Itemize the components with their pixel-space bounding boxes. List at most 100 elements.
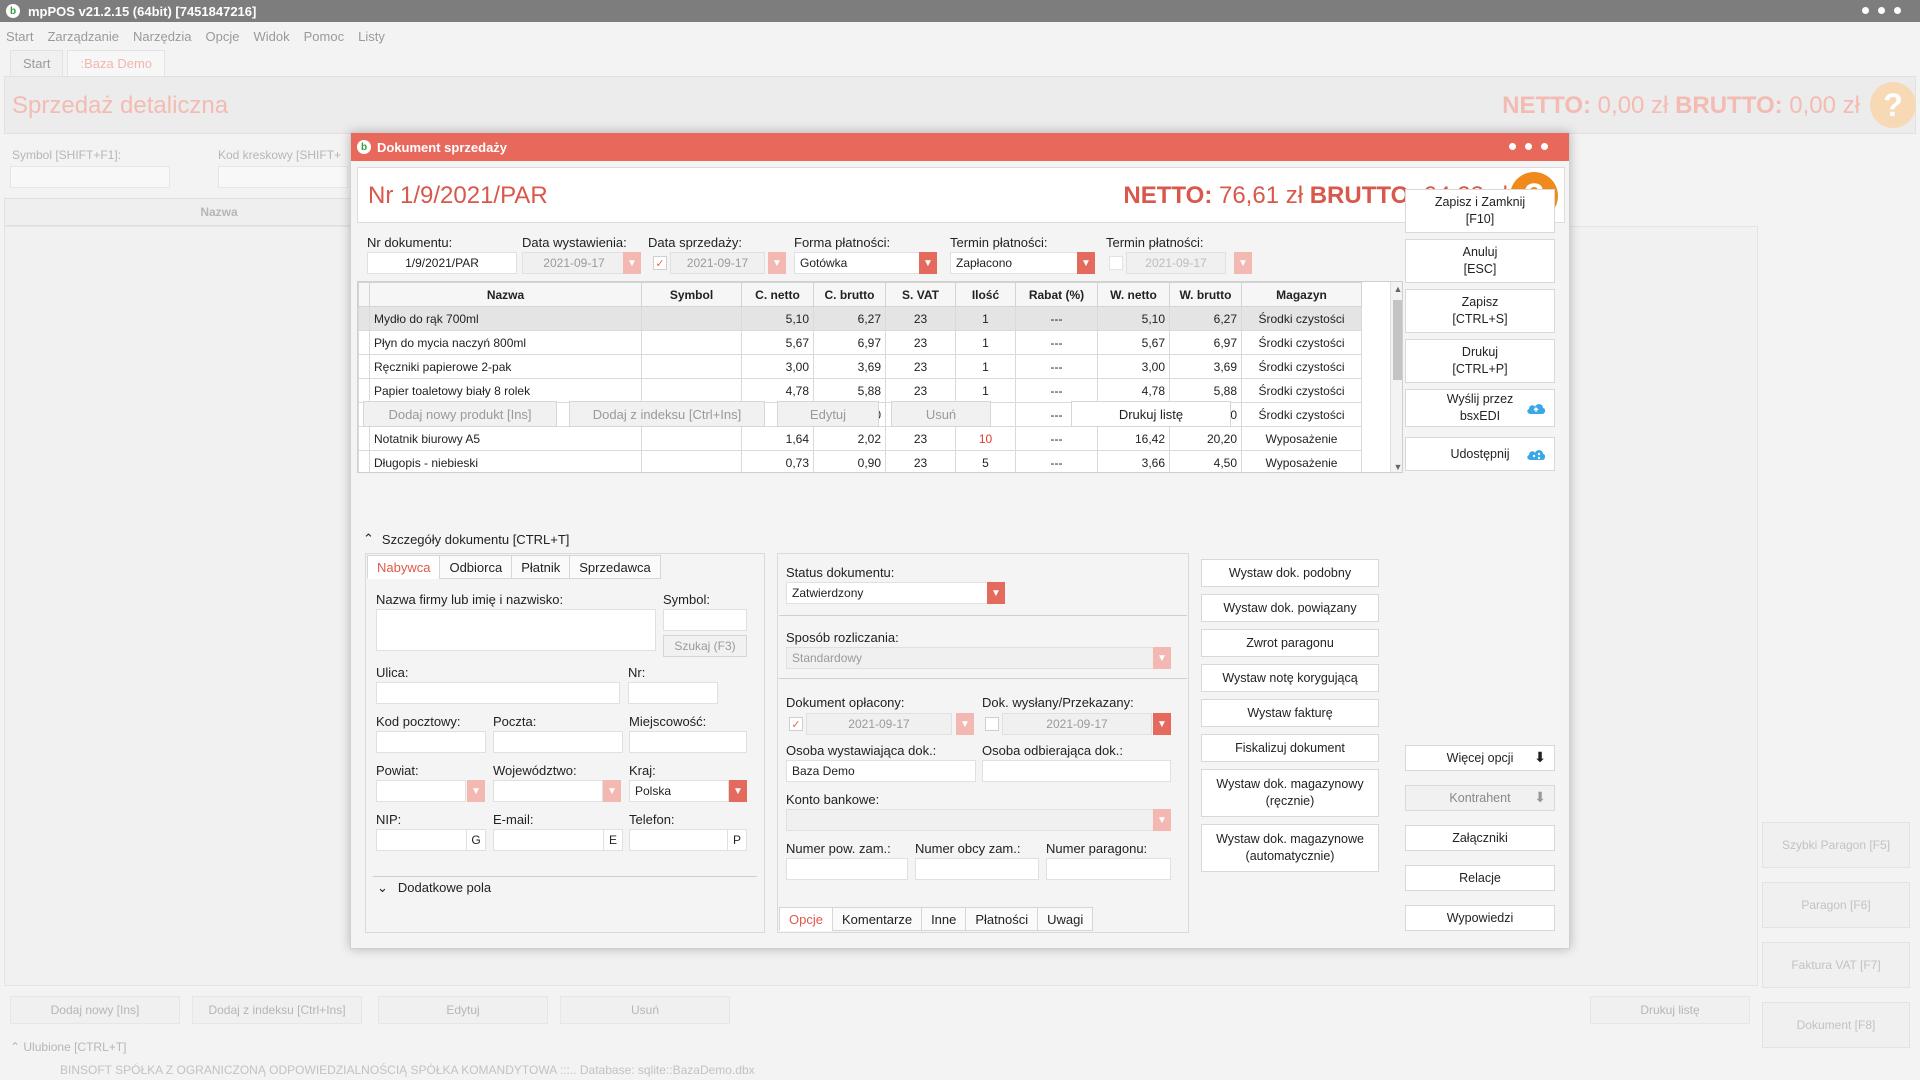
table-cell[interactable]: 0,73 [741,450,814,472]
table-cell[interactable]: Wyposażenie [1241,450,1362,472]
table-cell[interactable] [641,354,742,379]
print-button[interactable]: Drukuj [CTRL+P] [1405,339,1555,383]
table-row[interactable]: Długopis - niebieski 0,73 0,90 23 5 --- 3,66 4,… [358,450,1362,472]
details-section-toggle[interactable]: ⌃ Szczegóły dokumentu [CTRL+T] [363,531,569,547]
county-select[interactable] [376,780,466,802]
main-help-icon[interactable]: ? [1870,82,1916,128]
main-add-new-button[interactable]: Dodaj nowy [Ins] [10,996,180,1024]
table-cell[interactable]: Notatnik biurowy A5 [369,426,642,451]
issue-date-dropdown-icon[interactable]: ▼ [623,252,641,274]
table-cell[interactable]: 6,97 [1169,330,1242,355]
issue-invoice-button[interactable]: Wystaw fakturę [1201,699,1379,727]
postal-code-input[interactable] [376,731,486,753]
city-input[interactable] [629,731,747,753]
cancel-button[interactable]: Anuluj [ESC] [1405,239,1555,283]
table-cell[interactable]: 5,67 [1097,330,1170,355]
save-button[interactable]: Zapisz [CTRL+S] [1405,289,1555,333]
table-cell[interactable]: 23 [885,450,956,472]
table-cell[interactable]: 23 [885,306,956,331]
table-cell[interactable]: Mydło do rąk 700ml [369,306,642,331]
table-cell[interactable]: 5,88 [813,378,886,403]
order-number-input[interactable] [786,858,908,880]
sale-date-input[interactable]: 2021-09-17 [670,252,765,274]
table-cell[interactable]: Długopis - niebieski [369,450,642,472]
table-cell[interactable]: 16,42 [1097,426,1170,451]
tab-start[interactable]: Start [10,50,64,77]
table-cell[interactable] [641,378,742,403]
print-list-button[interactable]: Drukuj listę [1071,401,1231,427]
table-cell[interactable]: 4,50 [1169,450,1242,472]
table-cell[interactable]: 3,00 [741,354,814,379]
table-cell[interactable]: 23 [885,426,956,451]
table-cell[interactable]: 23 [885,378,956,403]
statements-button[interactable]: Wypowiedzi [1405,905,1555,931]
sale-date-dropdown-icon[interactable]: ▼ [768,252,786,274]
table-cell[interactable]: 23 [885,330,956,355]
tab-komentarze[interactable]: Komentarze [831,907,923,931]
bank-account-dropdown-icon[interactable]: ▼ [1153,809,1171,831]
receiver-input[interactable] [982,760,1171,782]
paid-checkbox[interactable]: ✓ [789,717,803,731]
search-button[interactable]: Szukaj (F3) [663,635,747,657]
menu-pomoc[interactable]: Pomoc [303,28,345,44]
row-indicator[interactable] [358,450,370,472]
table-cell[interactable]: 6,97 [813,330,886,355]
table-cell[interactable]: 3,00 [1097,354,1170,379]
window-menu-icon[interactable] [1862,7,1901,14]
payment-due-checkbox[interactable] [1109,256,1123,270]
fiscalize-button[interactable]: Fiskalizuj dokument [1201,734,1379,762]
add-from-index-button[interactable]: Dodaj z indeksu [Ctrl+Ins] [569,401,765,427]
contractor-button[interactable]: Kontrahent ⬇ [1405,785,1555,811]
sent-checkbox[interactable] [985,717,999,731]
receipt-button[interactable]: Paragon [F6] [1762,882,1910,928]
menu-opcje[interactable]: Opcje [205,28,240,44]
tab-platnosci[interactable]: Płatności [965,907,1039,931]
favorites-toggle[interactable]: ⌃ Ulubione [CTRL+T] [10,1040,127,1054]
table-cell[interactable]: Papier toaletowy biały 8 rolek [369,378,642,403]
street-input[interactable] [376,682,620,704]
row-indicator[interactable] [358,306,370,331]
table-cell[interactable]: --- [1015,306,1098,331]
table-cell[interactable]: 4,78 [1097,378,1170,403]
table-scrollbar[interactable]: ▲ ▼ [1390,282,1403,472]
table-cell[interactable]: 23 [885,354,956,379]
table-row[interactable]: Ręczniki papierowe 2-pak 3,00 3,69 23 1 --- 3,… [358,354,1362,379]
document-button[interactable]: Dokument [F8] [1762,1002,1910,1048]
issue-related-button[interactable]: Wystaw dok. powiązany [1201,594,1379,622]
save-close-button[interactable]: Zapisz i Zamknij [F10] [1405,189,1555,233]
tab-inne[interactable]: Inne [921,907,967,931]
vat-invoice-button[interactable]: Faktura VAT [F7] [1762,942,1910,988]
province-dropdown-icon[interactable]: ▼ [603,780,621,802]
warehouse-doc-auto-button[interactable]: Wystaw dok. magazynowe (automatycznie) [1201,824,1379,872]
paid-date-dropdown-icon[interactable]: ▼ [956,713,974,735]
menu-listy[interactable]: Listy [358,28,385,44]
relations-button[interactable]: Relacje [1405,865,1555,891]
tab-platnik[interactable]: Płatnik [511,555,571,579]
country-dropdown-icon[interactable]: ▼ [729,780,747,802]
table-cell[interactable] [641,306,742,331]
table-cell[interactable] [641,426,742,451]
col-symbol[interactable]: Symbol [641,282,742,307]
symbol-input[interactable] [10,166,170,188]
row-indicator[interactable] [358,354,370,379]
correction-note-button[interactable]: Wystaw notę korygującą [1201,664,1379,692]
table-cell[interactable]: Środki czystości [1241,354,1362,379]
sale-date-checkbox[interactable]: ✓ [653,256,667,270]
scroll-down-icon[interactable]: ▼ [1393,462,1403,472]
tab-opcje[interactable]: Opcje [779,907,833,931]
sent-date-dropdown-icon[interactable]: ▼ [1153,713,1171,735]
barcode-input[interactable] [218,166,348,188]
payment-due-dropdown-icon[interactable]: ▼ [1234,252,1252,274]
main-print-list-button[interactable]: Drukuj listę [1590,996,1750,1024]
table-cell[interactable]: --- [1015,354,1098,379]
col-s-vat[interactable]: S. VAT [885,282,956,307]
payment-term-select[interactable]: Zapłacono [950,252,1078,274]
payment-due-input[interactable]: 2021-09-17 [1126,252,1226,274]
col-w-brutto[interactable]: W. brutto [1169,282,1242,307]
main-add-index-button[interactable]: Dodaj z indeksu [Ctrl+Ins] [192,996,362,1024]
col-nazwa[interactable]: Nazwa [369,282,642,307]
table-cell[interactable]: 1,64 [741,426,814,451]
delete-button[interactable]: Usuń [891,401,991,427]
table-row[interactable]: Papier toaletowy biały 8 rolek 4,78 5,88 23… [358,378,1362,403]
country-select[interactable]: Polska [629,780,729,802]
